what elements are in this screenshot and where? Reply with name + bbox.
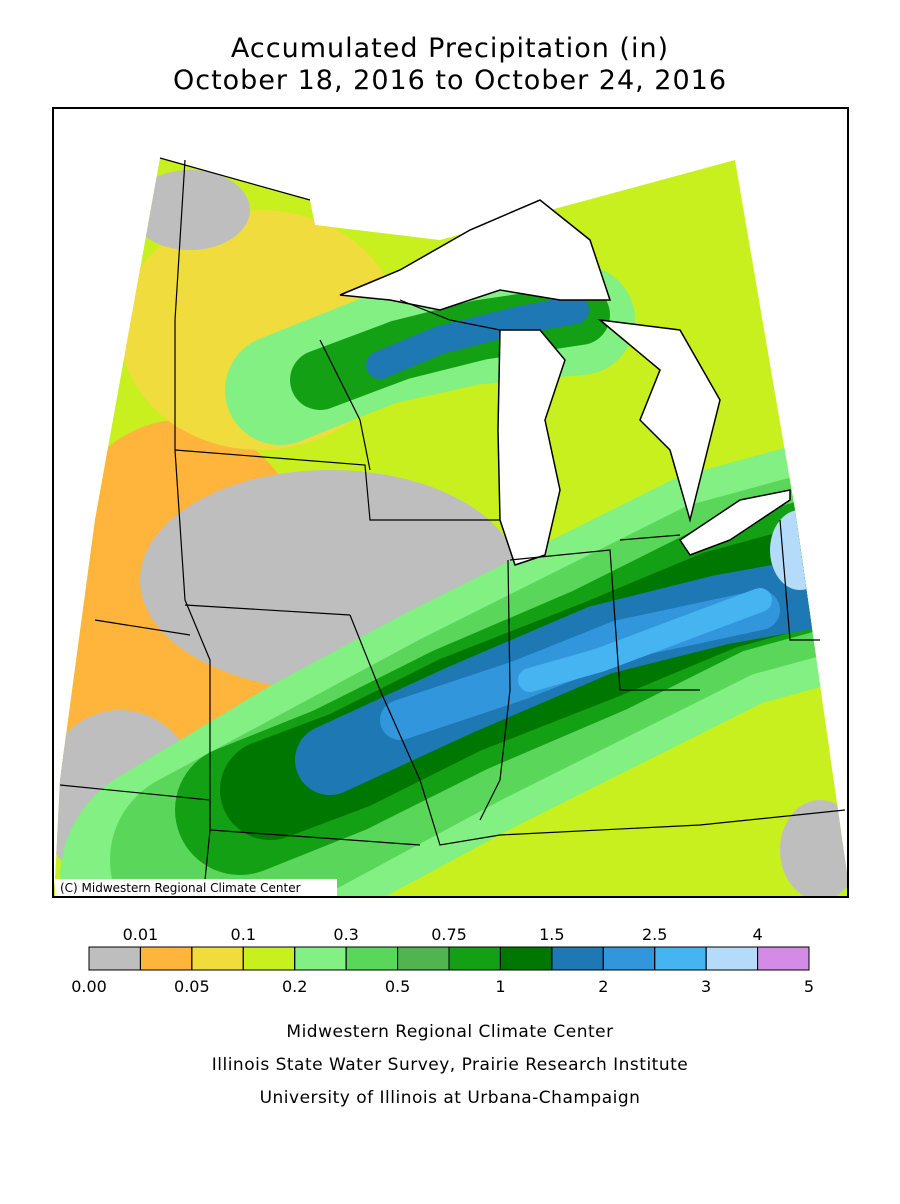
legend-label: 0.75 [431,925,467,944]
legend-swatch [602,946,656,971]
legend-swatch [294,946,347,971]
legend-swatch [191,946,244,971]
legend-swatch [499,946,553,971]
legend-swatch [448,946,501,971]
legend-label: 1.5 [539,925,564,944]
legend-label: 0.3 [333,925,358,944]
legend-swatch [397,946,450,971]
legend-label: 0.00 [71,977,107,996]
legend-label: 3 [701,977,711,996]
map-frame [52,107,849,898]
title: Accumulated Precipitation (in) [231,33,669,64]
legend-label: 2.5 [642,925,667,944]
legend-label: 0.1 [231,925,256,944]
legend: 0.00 0.01 0.05 0.1 0.2 0.3 0.5 0.75 1 1.5 2 2.5 3 4 5 [71,925,814,996]
legend-swatch [654,946,707,971]
legend-swatch [88,946,141,971]
legend-swatch [757,946,810,971]
copyright: (C) Midwestern Regional Climate Center [60,881,301,895]
legend-label: 0.2 [282,977,307,996]
legend-swatch [139,946,193,971]
legend-label: 4 [752,925,762,944]
legend-swatch [551,946,604,971]
subtitle: October 18, 2016 to October 24, 2016 [173,65,727,96]
legend-swatch [705,946,759,971]
borders [59,157,846,881]
legend-label: 5 [804,977,814,996]
lakes [339,199,791,566]
copyright-box [55,879,337,896]
legend-label: 0.01 [123,925,159,944]
precip-field [53,158,848,897]
footer-line: Illinois State Water Survey, Prairie Res… [212,1055,688,1075]
legend-label: 2 [598,977,608,996]
legend-swatch [345,946,399,971]
legend-label: 1 [495,977,505,996]
legend-swatch [242,946,296,971]
footer-line: Midwestern Regional Climate Center [286,1022,613,1042]
legend-label: 0.05 [174,977,210,996]
legend-label: 0.5 [385,977,410,996]
footer-line: University of Illinois at Urbana-Champai… [260,1088,641,1108]
